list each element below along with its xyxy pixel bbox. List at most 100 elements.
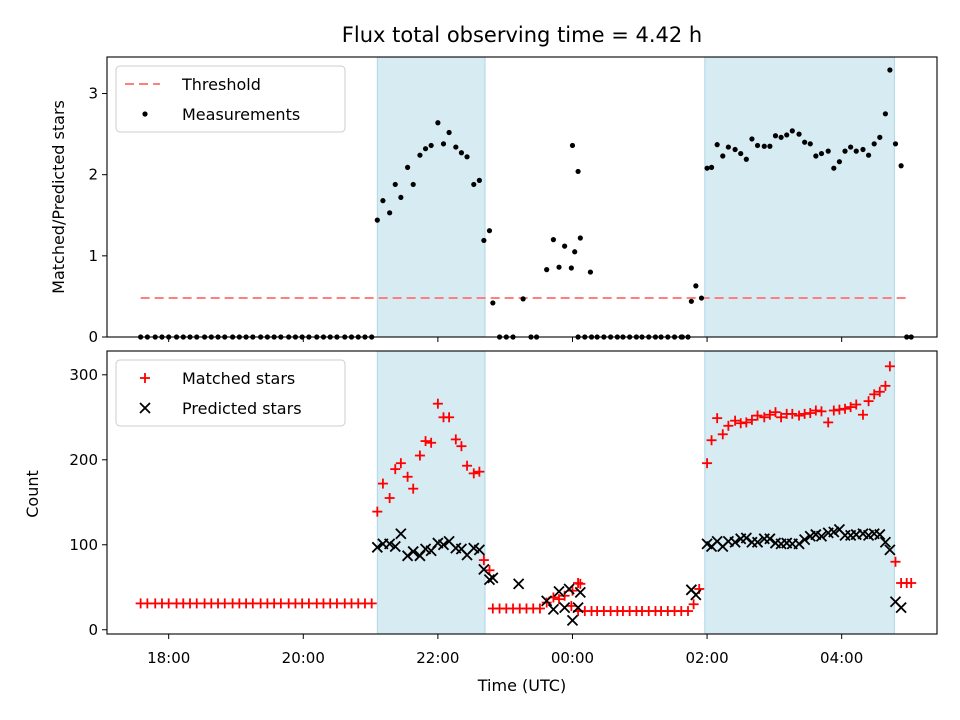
top-point-measurement [714, 142, 720, 148]
legend-matched-swatch [140, 373, 150, 383]
top-point-measurement [887, 67, 893, 73]
top-point-measurement [471, 181, 477, 188]
bottom-point-predicted [478, 563, 490, 576]
bottom-point-predicted [566, 614, 579, 627]
bottom-point-matched [420, 436, 431, 447]
bottom-y-axis-label: Count [23, 470, 42, 518]
bottom-legend-label: Predicted stars [182, 399, 302, 418]
bottom-point-matched [752, 410, 763, 421]
bottom-point-matched [688, 599, 699, 610]
bottom-point-predicted [407, 545, 419, 558]
bottom-legend-label: Matched stars [182, 369, 295, 388]
top-point-measurement [693, 283, 699, 289]
top-point-measurement [813, 153, 819, 159]
bottom-y-tick-label: 100 [69, 536, 98, 554]
top-point-measurement [749, 136, 755, 142]
bottom-point-predicted [690, 589, 702, 601]
top-point-measurement [877, 134, 883, 140]
bottom-point-matched [414, 450, 425, 461]
top-y-axis-label: Matched/Predicted stars [49, 100, 68, 294]
bottom-point-matched [857, 409, 868, 420]
bottom-point-predicted [884, 544, 896, 556]
top-point-measurement [458, 150, 465, 156]
top-point-measurement [860, 146, 866, 153]
top-point-measurement [842, 148, 848, 154]
bottom-point-matched [770, 407, 781, 418]
top-point-measurement [898, 163, 904, 169]
bottom-point-matched [794, 410, 805, 421]
bottom-y-tick-label: 200 [69, 451, 98, 469]
bottom-point-predicted [563, 583, 575, 595]
bottom-point-predicted [371, 541, 383, 553]
bottom-point-matched [432, 398, 443, 409]
top-shaded-interval-1 [704, 56, 895, 338]
bottom-point-predicted [512, 578, 525, 590]
bottom-point-predicted [473, 544, 486, 556]
top-point-measurement [688, 298, 694, 304]
bottom-point-matched [395, 458, 406, 469]
top-point-measurement [577, 235, 583, 241]
top-point-measurement [708, 164, 715, 170]
top-point-measurement [587, 269, 594, 275]
chart-title: Flux total observing time = 4.42 h [342, 23, 702, 47]
top-point-measurement [865, 152, 872, 158]
bottom-point-matched [377, 478, 388, 489]
bottom-shaded-interval-0 [376, 350, 486, 635]
bottom-point-matched [372, 506, 383, 517]
top-point-measurement [568, 265, 574, 271]
bottom-point-predicted [389, 540, 401, 553]
bottom-point-matched [384, 493, 395, 504]
top-point-measurement [789, 128, 795, 134]
top-point-measurement [848, 144, 854, 150]
bottom-point-matched [390, 464, 401, 475]
bottom-point-matched [474, 466, 485, 477]
top-shaded-interval-0 [376, 56, 486, 338]
bottom-point-matched [880, 380, 891, 391]
top-point-measurement [818, 150, 825, 157]
top-point-measurement [853, 148, 859, 154]
top-point-measurement [428, 142, 434, 149]
bottom-point-matched [702, 458, 713, 469]
top-point-measurement [417, 152, 423, 158]
top-point-measurement [422, 146, 429, 152]
bottom-panel: 0 100 200 300 18:00 20:00 22:00 00:00 02:00 04:00… [69, 350, 938, 667]
top-point-measurement [825, 148, 831, 154]
x-axis-label: Time (UTC) [477, 676, 566, 695]
bottom-legend: Matched stars Predicted stars [115, 359, 346, 427]
bottom-series-matched-stars [135, 361, 917, 617]
bottom-point-predicted [558, 602, 571, 614]
top-point-measurement [732, 146, 738, 153]
bottom-point-matched [554, 594, 565, 605]
bottom-point-matched [712, 413, 723, 424]
top-point-measurement [704, 165, 710, 171]
top-point-measurement [520, 296, 526, 302]
bottom-point-matched [776, 412, 787, 423]
bottom-point-matched [741, 417, 752, 428]
bottom-legend-box [115, 359, 346, 427]
bottom-point-predicted [751, 536, 764, 548]
bottom-point-matched [706, 435, 717, 446]
top-point-measurement [544, 267, 550, 273]
top-legend: Threshold Measurements [115, 65, 346, 133]
bottom-point-predicted [879, 536, 892, 548]
bottom-point-matched [478, 555, 489, 566]
bottom-shaded-interval-1 [704, 350, 895, 635]
x-tick-label: 02:00 [685, 649, 728, 667]
bottom-point-predicted [384, 538, 396, 550]
top-point-measurement [836, 159, 843, 165]
bottom-point-predicted [487, 572, 499, 584]
bottom-point-matched [717, 429, 728, 440]
top-point-measurement [575, 168, 581, 175]
top-point-measurement [772, 133, 779, 139]
top-point-measurement [871, 141, 877, 147]
bottom-point-predicted [395, 528, 407, 540]
bottom-point-matched [805, 408, 816, 419]
x-tick-label: 00:00 [551, 649, 594, 667]
bottom-point-matched [884, 361, 895, 372]
top-axes-frame [106, 56, 938, 338]
top-legend-label: Threshold [181, 75, 261, 94]
bottom-point-matched [863, 396, 874, 407]
top-point-measurement [572, 249, 578, 255]
top-point-measurement [490, 300, 496, 306]
